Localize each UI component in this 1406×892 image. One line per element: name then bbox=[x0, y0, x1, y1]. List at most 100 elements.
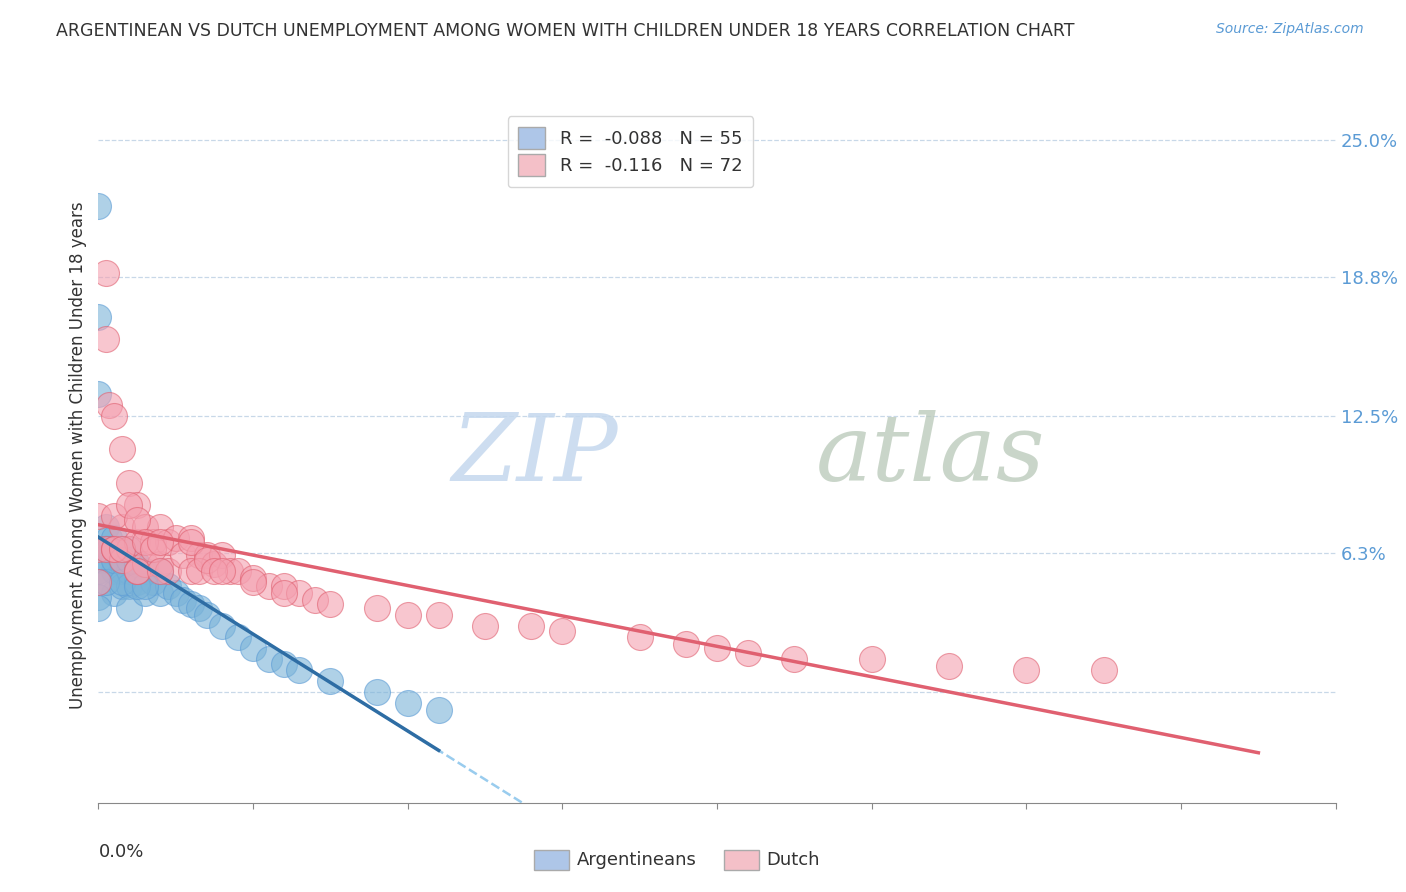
Point bbox=[111, 553, 134, 567]
Text: ZIP: ZIP bbox=[451, 410, 619, 500]
Point bbox=[288, 663, 311, 677]
Point bbox=[134, 586, 156, 600]
Point bbox=[427, 703, 450, 717]
Point bbox=[96, 541, 118, 556]
Point bbox=[87, 199, 110, 213]
Point bbox=[675, 637, 697, 651]
Point bbox=[87, 564, 110, 578]
Point bbox=[149, 558, 172, 572]
Point bbox=[165, 531, 187, 545]
Point bbox=[157, 535, 180, 549]
Point bbox=[273, 579, 295, 593]
Point bbox=[188, 601, 211, 615]
Point bbox=[103, 586, 125, 600]
Point bbox=[103, 553, 125, 567]
Y-axis label: Unemployment Among Women with Children Under 18 years: Unemployment Among Women with Children U… bbox=[69, 201, 87, 709]
Point bbox=[96, 266, 118, 280]
Point bbox=[706, 641, 728, 656]
Point bbox=[87, 508, 110, 523]
Point bbox=[242, 641, 264, 656]
Point bbox=[96, 332, 118, 346]
Point bbox=[87, 541, 110, 556]
Point bbox=[134, 579, 156, 593]
Point bbox=[257, 579, 280, 593]
Point bbox=[226, 564, 249, 578]
Point bbox=[188, 564, 211, 578]
Point bbox=[173, 592, 195, 607]
Point bbox=[134, 558, 156, 572]
Point bbox=[427, 608, 450, 623]
Point bbox=[226, 630, 249, 644]
Point bbox=[474, 619, 496, 633]
Point bbox=[366, 601, 388, 615]
Point bbox=[204, 564, 226, 578]
Text: Dutch: Dutch bbox=[766, 851, 820, 869]
Point bbox=[628, 630, 651, 644]
Point bbox=[127, 513, 149, 527]
Point bbox=[103, 508, 125, 523]
Point bbox=[396, 697, 419, 711]
Point bbox=[111, 442, 134, 457]
Point bbox=[737, 646, 759, 660]
Point bbox=[551, 624, 574, 638]
Point bbox=[211, 619, 233, 633]
Point bbox=[195, 549, 218, 563]
Point bbox=[304, 592, 326, 607]
Point bbox=[103, 541, 125, 556]
Point bbox=[118, 475, 141, 490]
Point bbox=[219, 564, 242, 578]
Point bbox=[103, 541, 125, 556]
Point bbox=[142, 574, 165, 589]
Point bbox=[98, 398, 121, 412]
Point bbox=[118, 564, 141, 578]
Point bbox=[118, 553, 141, 567]
Point bbox=[98, 541, 121, 556]
Point bbox=[96, 541, 118, 556]
Point bbox=[87, 601, 110, 615]
Point bbox=[860, 652, 883, 666]
Point bbox=[98, 531, 121, 545]
Point bbox=[118, 541, 141, 556]
Point bbox=[149, 564, 172, 578]
Point bbox=[127, 579, 149, 593]
Point bbox=[87, 591, 110, 605]
Point bbox=[103, 409, 125, 424]
Point bbox=[134, 564, 156, 578]
Point bbox=[204, 558, 226, 572]
Point bbox=[195, 553, 218, 567]
Point bbox=[96, 553, 118, 567]
Point bbox=[111, 519, 134, 533]
Point bbox=[111, 574, 134, 589]
Point bbox=[180, 531, 202, 545]
Point bbox=[142, 535, 165, 549]
Point bbox=[149, 535, 172, 549]
Point bbox=[165, 586, 187, 600]
Point bbox=[87, 553, 110, 567]
Point bbox=[103, 541, 125, 556]
Point bbox=[195, 608, 218, 623]
Point bbox=[87, 574, 110, 589]
Point bbox=[103, 531, 125, 545]
Text: Argentineans: Argentineans bbox=[576, 851, 696, 869]
Point bbox=[127, 574, 149, 589]
Point bbox=[188, 549, 211, 563]
Point bbox=[127, 564, 149, 578]
Point bbox=[180, 535, 202, 549]
Point bbox=[142, 541, 165, 556]
Point bbox=[111, 564, 134, 578]
Point bbox=[157, 579, 180, 593]
Point bbox=[134, 535, 156, 549]
Point bbox=[87, 574, 110, 589]
Point bbox=[242, 570, 264, 584]
Point bbox=[273, 657, 295, 671]
Point bbox=[96, 519, 118, 533]
Point bbox=[87, 310, 110, 324]
Point bbox=[111, 579, 134, 593]
Point bbox=[127, 558, 149, 572]
Point bbox=[127, 535, 149, 549]
Point bbox=[273, 586, 295, 600]
Point bbox=[118, 579, 141, 593]
Point bbox=[111, 553, 134, 567]
Point bbox=[257, 652, 280, 666]
Point bbox=[127, 498, 149, 512]
